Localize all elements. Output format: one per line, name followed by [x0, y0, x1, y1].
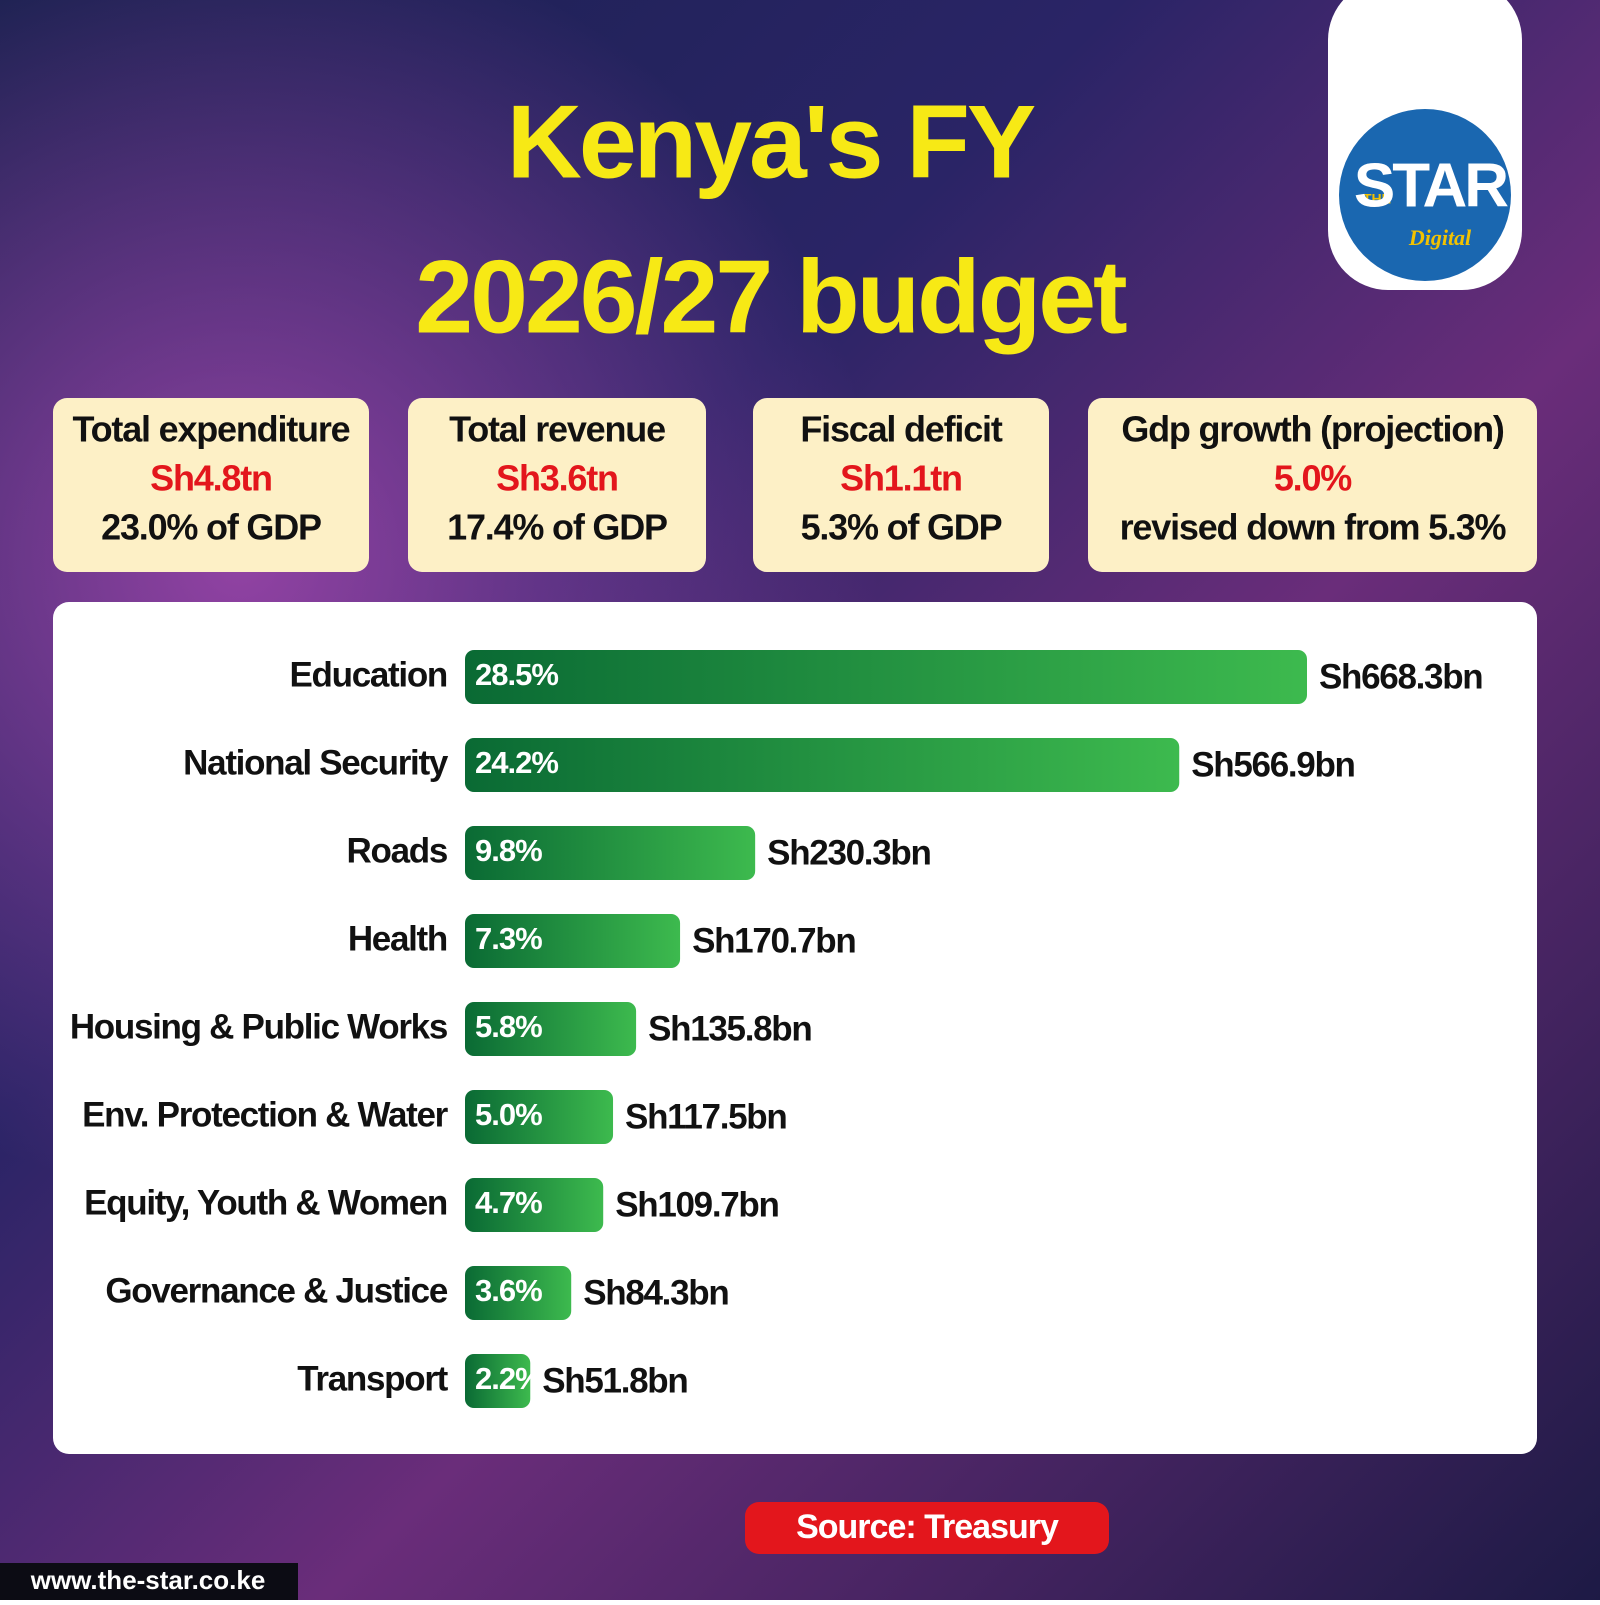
stat-note: 17.4% of GDP: [447, 507, 667, 548]
value-label: Sh84.3bn: [583, 1273, 728, 1312]
bar: [465, 1090, 614, 1144]
stat-note: revised down from 5.3%: [1120, 507, 1507, 548]
share-label: 5.0%: [475, 1097, 542, 1132]
bar: [465, 1002, 637, 1056]
category-label: Roads: [347, 831, 448, 870]
share-label: 2.2%: [475, 1361, 542, 1396]
category-label: Env. Protection & Water: [82, 1095, 449, 1134]
share-label: 28.5%: [475, 657, 558, 692]
logo-circle: [1339, 109, 1511, 281]
value-label: Sh230.3bn: [767, 833, 930, 872]
source: Source: Treasury: [796, 1508, 1059, 1546]
category-label: Transport: [297, 1359, 448, 1398]
share-label: 9.8%: [475, 833, 542, 868]
title-line: 2026/27 budget: [415, 239, 1127, 355]
stat-title: Fiscal deficit: [800, 409, 1002, 450]
stat-title: Total revenue: [449, 409, 665, 450]
bar: [465, 826, 756, 880]
url: www.the-star.co.ke: [30, 1565, 266, 1595]
value-label: Sh51.8bn: [542, 1361, 687, 1400]
bar: [465, 1354, 531, 1408]
share-label: 5.8%: [475, 1009, 542, 1044]
stat-value: Sh1.1tn: [840, 458, 962, 499]
bar: [465, 650, 1307, 704]
stat-card: [1088, 398, 1537, 572]
bar: [465, 914, 681, 968]
stat-title: Total expenditure: [73, 409, 350, 450]
value-label: Sh135.8bn: [648, 1009, 811, 1048]
bar: [465, 1178, 604, 1232]
stat-cards: Total expenditure Sh4.8tn 23.0% of GDP Tota…: [53, 398, 1537, 572]
source-pill: [745, 1502, 1109, 1554]
share-label: 3.6%: [475, 1273, 542, 1308]
value-label: Sh117.5bn: [625, 1097, 786, 1136]
bar: [465, 738, 1180, 792]
logo-name: STAR: [1354, 151, 1508, 220]
stat-card: [408, 398, 706, 572]
stat-card: [753, 398, 1049, 572]
value-label: Sh566.9bn: [1191, 745, 1354, 784]
logo-the: THE: [1363, 191, 1391, 207]
title-line: Kenya's FY: [507, 84, 1035, 200]
value-label: Sh668.3bn: [1319, 657, 1482, 696]
logo-sub: Digital: [1408, 225, 1472, 250]
stat-value: Sh4.8tn: [150, 458, 272, 499]
share-label: 7.3%: [475, 921, 542, 956]
category-label: Housing & Public Works: [70, 1007, 448, 1046]
bar-chart: Education 28.5% Sh668.3bn National Security…: [70, 650, 1484, 1408]
bar: [465, 1266, 572, 1320]
category-label: National Security: [183, 743, 449, 782]
url-box: [0, 1563, 298, 1600]
stat-note: 23.0% of GDP: [101, 507, 321, 548]
value-label: Sh109.7bn: [615, 1185, 778, 1224]
stat-value: 5.0%: [1274, 458, 1352, 499]
category-label: Governance & Justice: [105, 1271, 447, 1310]
stat-note: 5.3% of GDP: [801, 507, 1002, 548]
category-label: Equity, Youth & Women: [84, 1183, 447, 1222]
category-label: Health: [348, 919, 447, 958]
category-label: Education: [290, 655, 447, 694]
share-label: 24.2%: [475, 745, 558, 780]
stat-value: Sh3.6tn: [496, 458, 618, 499]
chart-panel: [53, 602, 1537, 1454]
share-label: 4.7%: [475, 1185, 542, 1220]
stat-title: Gdp growth (projection): [1121, 409, 1504, 450]
value-label: Sh170.7bn: [692, 921, 855, 960]
stat-card: [53, 398, 369, 572]
